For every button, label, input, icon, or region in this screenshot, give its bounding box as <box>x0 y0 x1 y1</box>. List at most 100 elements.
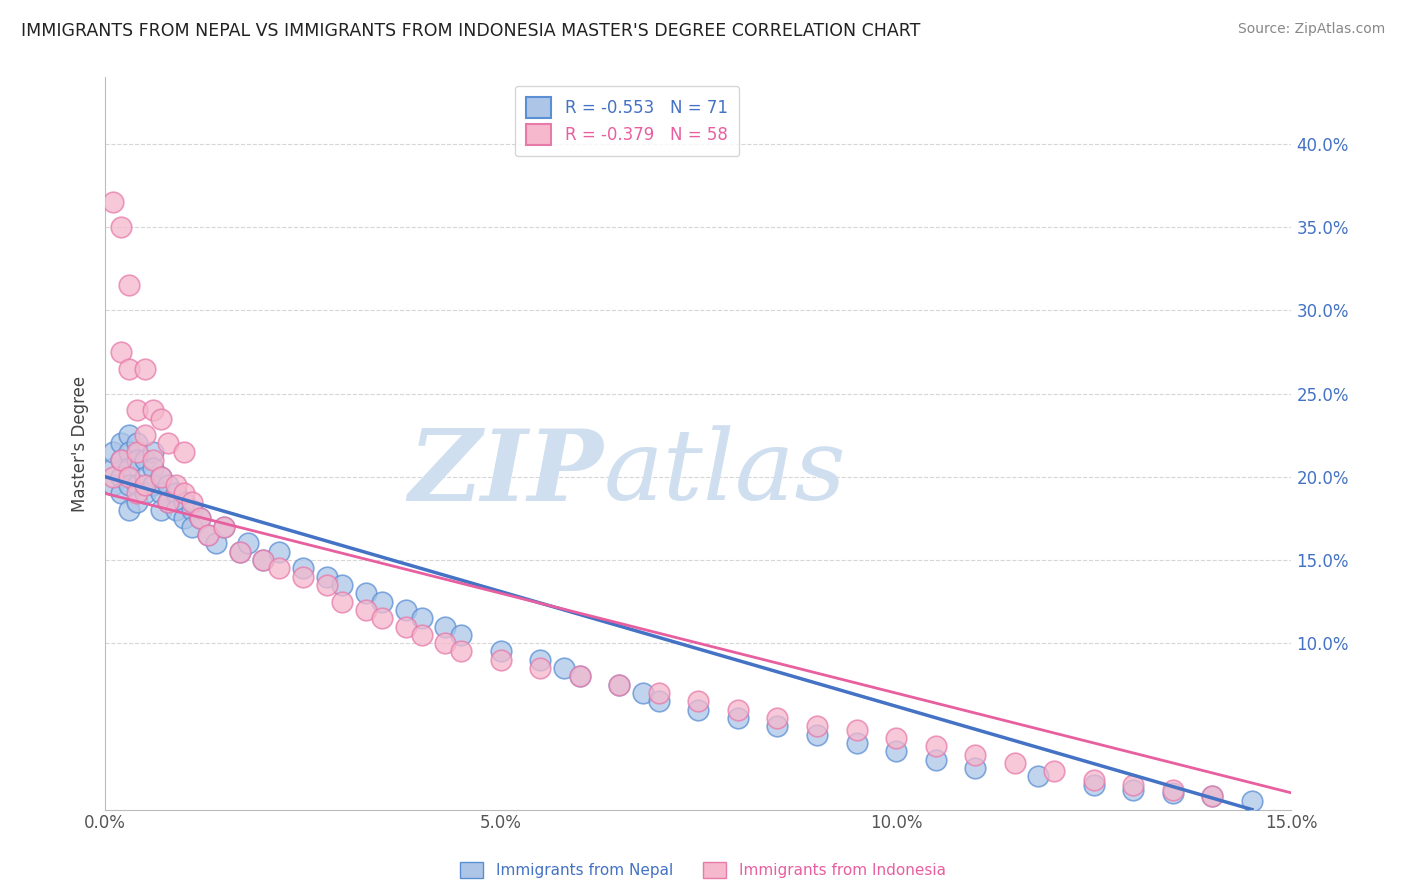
Point <box>395 619 418 633</box>
Point <box>149 469 172 483</box>
Point <box>101 469 124 483</box>
Text: Source: ZipAtlas.com: Source: ZipAtlas.com <box>1237 22 1385 37</box>
Point <box>411 628 433 642</box>
Point <box>252 553 274 567</box>
Point <box>269 561 291 575</box>
Point <box>884 744 907 758</box>
Point <box>489 644 512 658</box>
Point <box>110 220 132 235</box>
Point <box>149 469 172 483</box>
Point <box>965 747 987 762</box>
Point <box>489 653 512 667</box>
Point <box>110 345 132 359</box>
Point <box>252 553 274 567</box>
Point <box>212 519 235 533</box>
Point <box>1161 786 1184 800</box>
Point <box>157 478 180 492</box>
Point <box>149 486 172 500</box>
Point <box>173 494 195 508</box>
Point <box>1004 756 1026 770</box>
Point <box>354 603 377 617</box>
Point <box>197 528 219 542</box>
Point <box>332 594 354 608</box>
Point <box>125 478 148 492</box>
Point <box>228 544 250 558</box>
Point <box>165 503 187 517</box>
Point <box>529 661 551 675</box>
Point <box>371 594 394 608</box>
Point <box>149 411 172 425</box>
Point <box>134 469 156 483</box>
Point <box>806 719 828 733</box>
Point <box>149 503 172 517</box>
Point <box>434 636 457 650</box>
Point <box>125 453 148 467</box>
Point <box>157 436 180 450</box>
Point <box>553 661 575 675</box>
Point <box>631 686 654 700</box>
Point <box>188 511 211 525</box>
Point <box>806 728 828 742</box>
Point <box>727 711 749 725</box>
Point <box>125 403 148 417</box>
Point <box>212 519 235 533</box>
Point <box>157 494 180 508</box>
Point <box>1201 789 1223 804</box>
Text: ZIP: ZIP <box>408 425 603 521</box>
Point <box>101 478 124 492</box>
Point <box>315 569 337 583</box>
Point <box>110 453 132 467</box>
Point <box>688 703 710 717</box>
Point <box>568 669 591 683</box>
Point <box>450 644 472 658</box>
Point <box>607 678 630 692</box>
Point <box>118 478 141 492</box>
Point <box>101 195 124 210</box>
Point <box>924 739 946 754</box>
Point <box>142 445 165 459</box>
Point <box>291 561 314 575</box>
Point <box>1083 772 1105 787</box>
Point <box>118 469 141 483</box>
Point <box>181 503 204 517</box>
Point <box>1201 789 1223 804</box>
Point <box>411 611 433 625</box>
Y-axis label: Master's Degree: Master's Degree <box>72 376 89 511</box>
Point <box>1122 782 1144 797</box>
Text: atlas: atlas <box>603 425 846 520</box>
Point <box>188 511 211 525</box>
Point <box>568 669 591 683</box>
Point <box>269 544 291 558</box>
Point <box>173 445 195 459</box>
Point <box>648 686 671 700</box>
Point <box>142 478 165 492</box>
Point <box>118 428 141 442</box>
Point <box>142 453 165 467</box>
Point <box>965 761 987 775</box>
Point <box>434 619 457 633</box>
Point <box>924 753 946 767</box>
Point <box>173 486 195 500</box>
Point <box>142 403 165 417</box>
Point <box>181 519 204 533</box>
Point <box>1240 794 1263 808</box>
Point <box>118 503 141 517</box>
Point <box>205 536 228 550</box>
Point <box>181 494 204 508</box>
Point <box>197 528 219 542</box>
Point <box>134 361 156 376</box>
Point <box>173 511 195 525</box>
Point <box>1083 778 1105 792</box>
Point <box>118 361 141 376</box>
Point <box>165 478 187 492</box>
Point <box>884 731 907 745</box>
Point <box>648 694 671 708</box>
Point <box>332 578 354 592</box>
Point <box>236 536 259 550</box>
Point <box>110 486 132 500</box>
Point <box>125 494 148 508</box>
Point <box>134 486 156 500</box>
Point <box>228 544 250 558</box>
Point <box>125 436 148 450</box>
Point <box>110 436 132 450</box>
